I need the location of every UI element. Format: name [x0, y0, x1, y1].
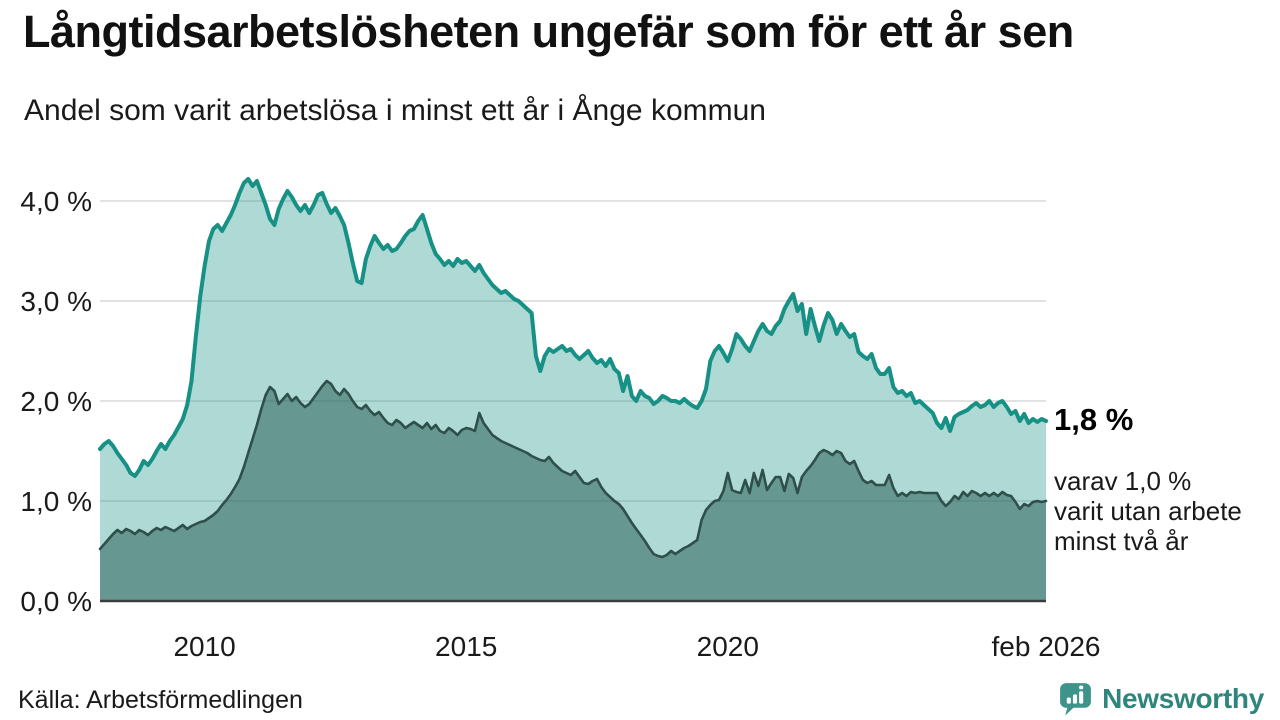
x-axis-tick-labels: 2010 2015 2020 feb 2026 [173, 631, 1100, 662]
area-min-two-years [100, 381, 1046, 601]
y-axis-tick-labels: 0,0 % 1,0 % 2,0 % 3,0 % 4,0 % [20, 186, 92, 617]
line-min-one-year [98, 177, 1048, 478]
line-min-two-years [98, 379, 1048, 559]
y-tick-label: 3,0 % [20, 286, 92, 317]
page-subtitle: Andel som varit arbetslösa i minst ett å… [24, 94, 766, 127]
bar-dot [1079, 685, 1084, 690]
newsworthy-logo: Newsworthy [1057, 680, 1264, 717]
page-title: Långtidsarbetslösheten ungefär som för e… [23, 6, 1074, 57]
x-tick-label: 2020 [697, 631, 759, 662]
bar-medium [1072, 694, 1078, 704]
bar-tall [1079, 691, 1084, 704]
end-value-sublabel: varav 1,0 % varit utan arbete minst två … [1054, 466, 1242, 556]
y-tick-label: 4,0 % [20, 186, 92, 217]
y-tick-label: 0,0 % [20, 586, 92, 617]
annotation-line: minst två år [1054, 526, 1189, 556]
annotation-line: varav 1,0 % [1054, 466, 1192, 496]
y-tick-label: 1,0 % [20, 486, 92, 517]
x-tick-label: feb 2026 [992, 631, 1101, 662]
source-label: Källa: Arbetsförmedlingen [18, 686, 303, 714]
bar-small [1066, 697, 1071, 704]
series-areas [100, 179, 1046, 601]
y-tick-label: 2,0 % [20, 386, 92, 417]
series-lines [98, 177, 1048, 559]
newsworthy-bubble-chart-icon [1060, 683, 1091, 716]
annotation-line: varit utan arbete [1054, 496, 1242, 526]
x-tick-label: 2010 [173, 631, 235, 662]
newsworthy-wordmark: Newsworthy [1102, 682, 1264, 714]
end-value-label: 1,8 % [1054, 402, 1134, 437]
x-tick-label: 2015 [435, 631, 497, 662]
